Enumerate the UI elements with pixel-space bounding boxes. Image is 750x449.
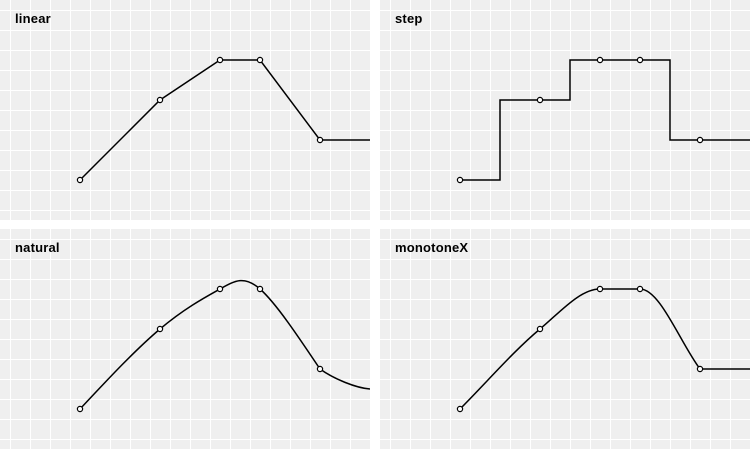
chart-panel-linear: linear [0, 0, 370, 220]
data-point [596, 285, 604, 293]
data-point [456, 405, 464, 413]
chart-panel-step: step [380, 0, 750, 220]
data-point [696, 365, 704, 373]
data-point [636, 56, 644, 64]
data-point [256, 285, 264, 293]
chart-panel-natural: natural [0, 229, 370, 449]
data-point [596, 56, 604, 64]
data-point [216, 56, 224, 64]
data-point [536, 96, 544, 104]
chart-title-linear: linear [15, 11, 51, 26]
data-point [316, 136, 324, 144]
data-point [636, 285, 644, 293]
data-point [156, 325, 164, 333]
data-point [536, 325, 544, 333]
chart-panel-monotonex: monotoneX [380, 229, 750, 449]
data-point [456, 176, 464, 184]
gridlines [0, 229, 370, 449]
chart-title-monotonex: monotoneX [395, 240, 469, 255]
data-point [316, 365, 324, 373]
data-point [156, 96, 164, 104]
step-chart-svg [380, 0, 750, 220]
monotonex-chart-svg [380, 229, 750, 449]
data-point [76, 176, 84, 184]
gridlines [0, 0, 370, 220]
linear-chart-svg [0, 0, 370, 220]
chart-title-step: step [395, 11, 423, 26]
data-point [256, 56, 264, 64]
natural-chart-svg [0, 229, 370, 449]
chart-title-natural: natural [15, 240, 60, 255]
data-point [216, 285, 224, 293]
gridlines [380, 229, 750, 449]
series-line-linear [79, 59, 370, 181]
data-point [696, 136, 704, 144]
data-point [76, 405, 84, 413]
